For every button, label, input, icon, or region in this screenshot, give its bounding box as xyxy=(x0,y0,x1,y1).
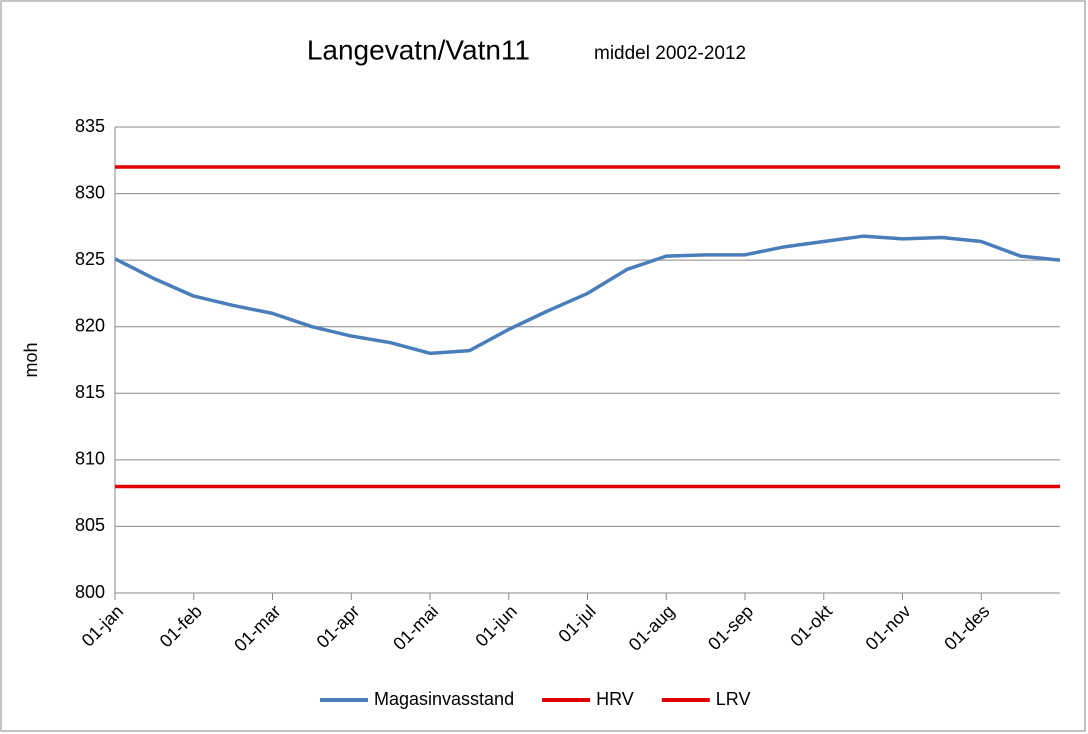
y-tick-label: 825 xyxy=(75,249,105,269)
legend-label: LRV xyxy=(716,689,751,709)
y-tick-label: 835 xyxy=(75,116,105,136)
y-tick-label: 815 xyxy=(75,382,105,402)
y-tick-label: 800 xyxy=(75,582,105,602)
y-tick-label: 820 xyxy=(75,315,105,335)
y-axis-label: moh xyxy=(21,342,41,377)
data-line xyxy=(114,234,1061,356)
y-tick-label: 830 xyxy=(75,182,105,202)
legend-label: Magasinvasstand xyxy=(374,689,514,709)
legend-label: HRV xyxy=(596,689,634,709)
y-tick-label: 810 xyxy=(75,449,105,469)
chart-subtitle: middel 2002-2012 xyxy=(594,43,746,64)
chart-title: Langevatn/Vatn11 xyxy=(307,34,530,65)
y-tick-label: 805 xyxy=(75,515,105,535)
